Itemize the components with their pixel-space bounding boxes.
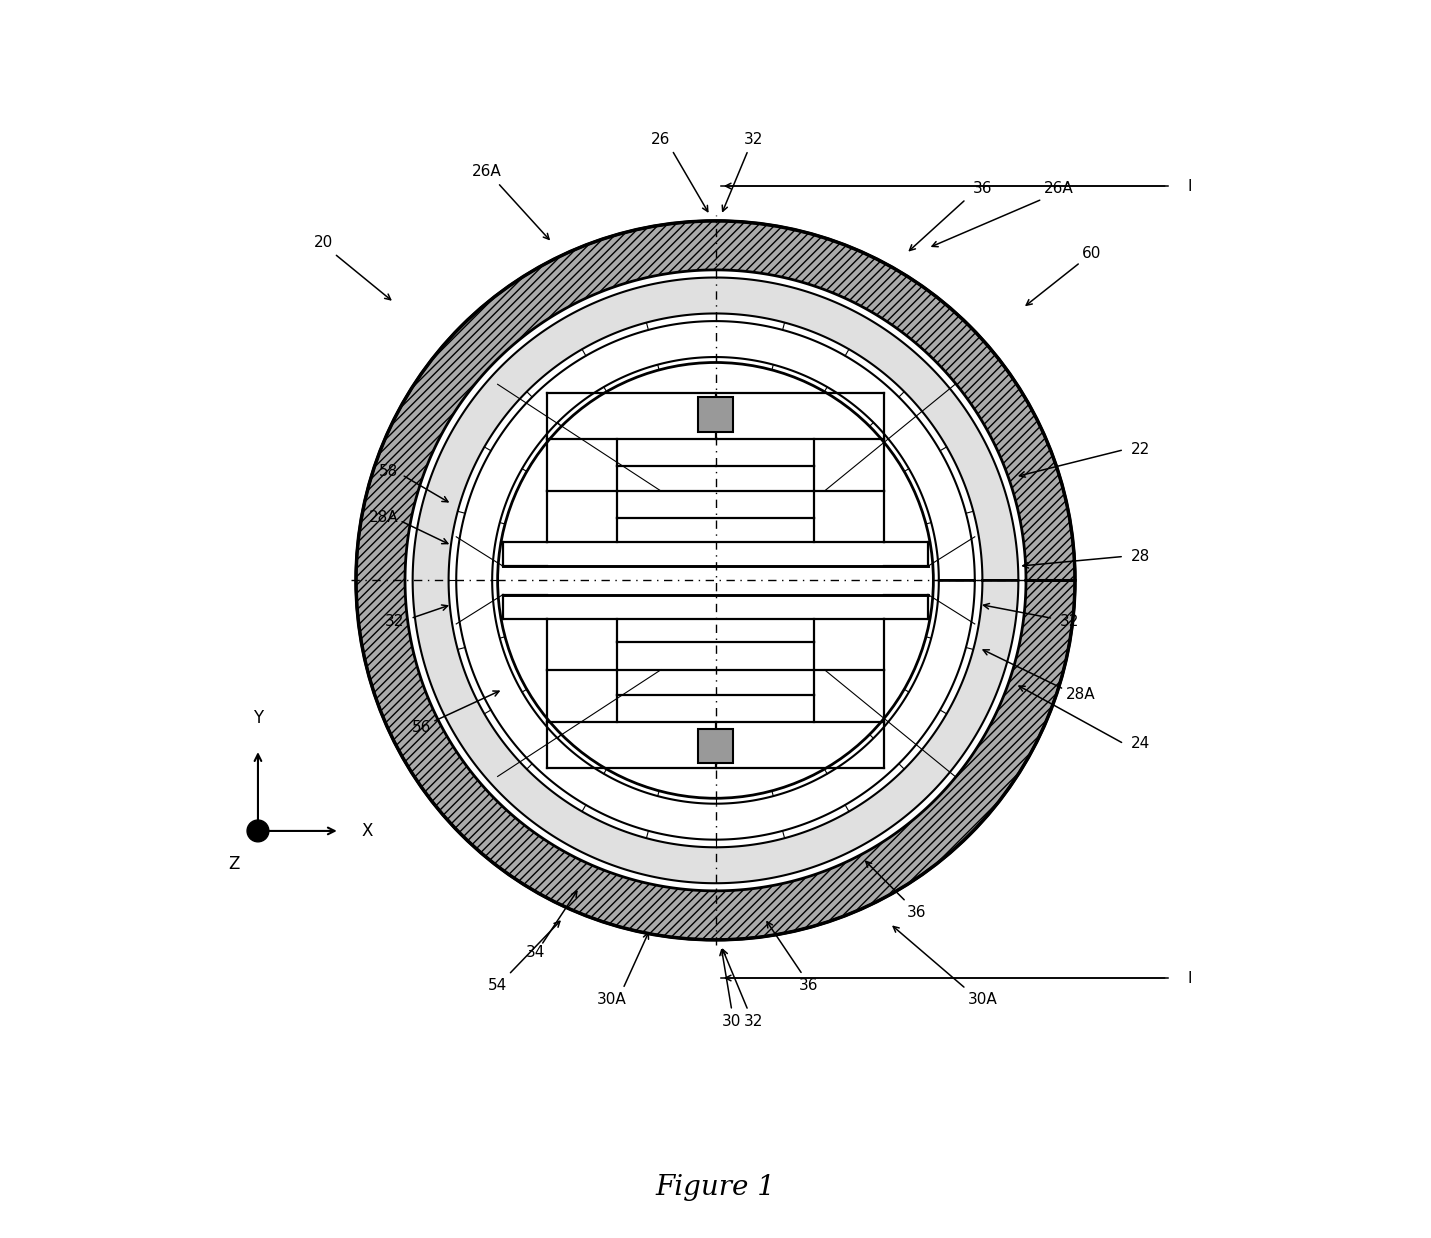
Text: 28A: 28A	[1066, 687, 1095, 702]
Text: 26A: 26A	[1043, 181, 1073, 196]
Text: 36: 36	[907, 905, 927, 920]
Text: 36: 36	[798, 978, 819, 993]
Text: Y: Y	[253, 709, 263, 728]
Text: I: I	[1188, 178, 1192, 193]
Text: 32: 32	[1060, 614, 1079, 629]
Text: 30: 30	[723, 1014, 741, 1029]
Text: 26: 26	[651, 131, 671, 146]
Text: X: X	[362, 822, 373, 839]
Polygon shape	[356, 220, 1075, 940]
Text: 28: 28	[1130, 548, 1151, 563]
Text: 36: 36	[973, 181, 992, 196]
Text: 32: 32	[744, 131, 763, 146]
Text: I: I	[1188, 971, 1192, 985]
Circle shape	[248, 820, 269, 842]
Text: 20: 20	[313, 235, 333, 250]
Text: 56: 56	[412, 721, 431, 735]
Text: 28A: 28A	[368, 510, 398, 525]
Text: 34: 34	[527, 946, 545, 961]
Text: Figure 1: Figure 1	[655, 1174, 776, 1201]
Text: 58: 58	[379, 464, 398, 479]
Text: 30A: 30A	[597, 993, 627, 1008]
Polygon shape	[456, 321, 975, 839]
Text: 24: 24	[1130, 737, 1151, 751]
Text: 30A: 30A	[967, 993, 997, 1008]
Circle shape	[498, 363, 933, 799]
Polygon shape	[412, 277, 1019, 883]
Text: 60: 60	[1082, 246, 1100, 261]
Text: 22: 22	[1130, 442, 1151, 457]
Text: 26A: 26A	[472, 165, 502, 180]
Text: 32: 32	[385, 614, 404, 629]
Text: 54: 54	[488, 978, 507, 993]
Bar	[698, 728, 733, 764]
Text: 32: 32	[744, 1014, 763, 1029]
Text: Z: Z	[229, 855, 239, 873]
Bar	[698, 397, 733, 432]
